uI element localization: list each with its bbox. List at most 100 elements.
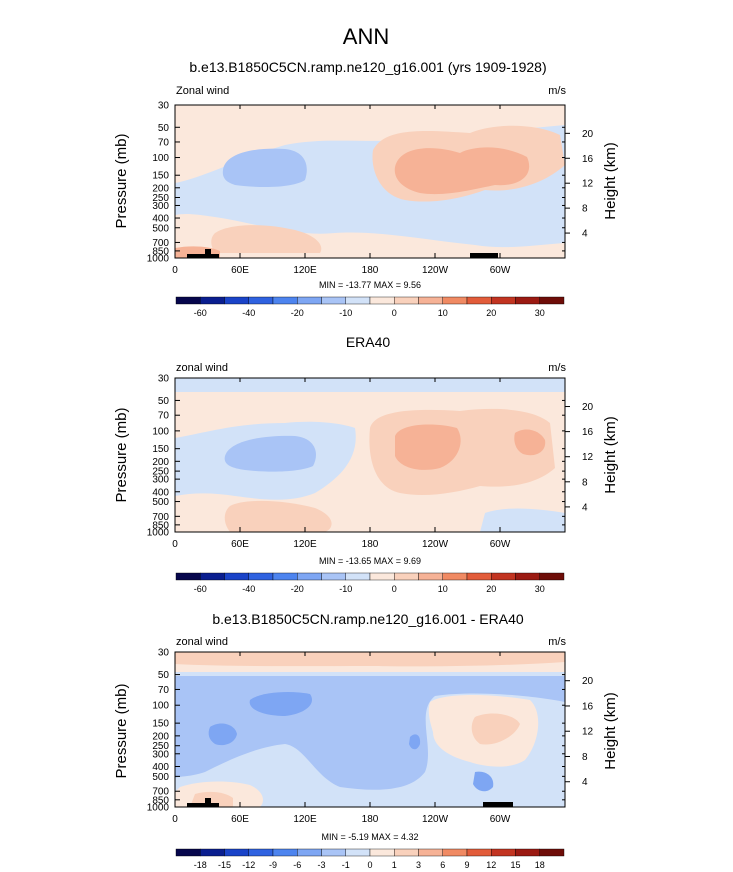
colorbar-swatch — [369, 572, 395, 581]
colorbar-label: -20 — [291, 308, 304, 318]
y-tick-label: 400 — [152, 214, 169, 225]
y-tick-label: 400 — [152, 487, 169, 498]
panel-1-title: b.e13.B1850C5CN.ramp.ne120_g16.001 (yrs … — [189, 59, 546, 75]
colorbar-swatch — [466, 848, 492, 857]
panel-2-colorbar: -60 -40 -20 -10 0 10 20 30 — [175, 572, 565, 594]
panel-2-contour-low-lightblue — [480, 508, 565, 532]
x-tick-label: 120W — [422, 265, 449, 276]
colorbar-swatch — [297, 296, 322, 305]
x-tick-label: 180 — [362, 265, 379, 276]
colorbar-swatch — [345, 572, 371, 581]
y-tick-label: 700 — [152, 787, 169, 798]
y-tick-label: 250 — [152, 467, 169, 478]
x-tick-label: 120E — [293, 814, 317, 825]
x-tick-label: 60W — [490, 265, 511, 276]
colorbar-swatch — [394, 296, 419, 305]
y-tick-label: 1000 — [147, 528, 170, 539]
colorbar-label: -12 — [242, 860, 255, 870]
colorbar-label: 1 — [392, 860, 397, 870]
colorbar-label: 30 — [535, 584, 545, 594]
colorbar-swatch — [539, 296, 565, 305]
panel-1-topography-peak — [205, 249, 211, 255]
x-tick-label: 60E — [231, 265, 249, 276]
panel-2-ylabel-right: Height (km) — [602, 416, 619, 494]
y-tick-label: 850 — [152, 246, 169, 257]
y-tick-label: 500 — [152, 497, 169, 508]
colorbar-label: 10 — [438, 308, 448, 318]
colorbar-label: 18 — [535, 860, 545, 870]
height-tick-label: 8 — [582, 752, 588, 763]
panel-2-contour-blue — [224, 435, 316, 472]
y-tick-label: 70 — [158, 685, 170, 696]
panel-2-plot — [174, 377, 566, 533]
colorbar-swatch — [248, 848, 274, 857]
panel-2-units: m/s — [548, 362, 566, 374]
panel-3-axes: 3050701001502002503004005007008501000481… — [147, 648, 594, 826]
height-tick-label: 16 — [582, 427, 594, 438]
colorbar-swatch — [394, 848, 419, 857]
colorbar-swatch — [224, 848, 249, 857]
y-tick-label: 250 — [152, 193, 169, 204]
panel-1-minmax: MIN = -13.77 MAX = 9.56 — [319, 280, 421, 290]
colorbar-swatch — [224, 572, 249, 581]
panel-2-contour-salmon-east — [514, 429, 546, 456]
x-tick-label: 120E — [293, 265, 317, 276]
panel-3-ylabel: Pressure (mb) — [113, 683, 130, 778]
height-tick-label: 4 — [582, 502, 588, 513]
y-tick-label: 300 — [152, 749, 169, 760]
colorbar-label: -18 — [194, 860, 207, 870]
colorbar-label: -10 — [339, 308, 352, 318]
panel-2-title: ERA40 — [346, 334, 391, 350]
colorbar-swatch — [491, 296, 516, 305]
colorbar-swatch — [345, 296, 371, 305]
panel-1-colorbar: -60 -40 -20 -10 0 10 20 30 — [175, 296, 565, 318]
colorbar-swatch — [515, 296, 540, 305]
colorbar-swatch — [442, 296, 468, 305]
panel-3-contour-top-salmon — [175, 652, 565, 667]
x-tick-label: 60W — [490, 539, 511, 550]
colorbar-swatch — [466, 572, 492, 581]
panel-1-axes: 3050701001502002503004005007008501000481… — [147, 101, 594, 277]
colorbar-swatch — [345, 848, 371, 857]
colorbar-label: 20 — [486, 584, 496, 594]
colorbar-swatch — [224, 296, 249, 305]
colorbar-label: 0 — [392, 308, 397, 318]
colorbar-label: -40 — [242, 584, 255, 594]
colorbar-label: -9 — [269, 860, 277, 870]
colorbar-swatch — [539, 572, 565, 581]
x-tick-label: 120W — [422, 814, 449, 825]
colorbar-label: 15 — [510, 860, 520, 870]
y-tick-label: 50 — [158, 123, 170, 134]
panel-1-left-label: Zonal wind — [176, 85, 229, 97]
panel-3-units: m/s — [548, 636, 566, 648]
colorbar-label: -1 — [342, 860, 350, 870]
colorbar-swatch — [491, 848, 516, 857]
y-tick-label: 700 — [152, 512, 169, 523]
height-tick-label: 8 — [582, 204, 588, 215]
panel-1-ylabel-right: Height (km) — [602, 142, 619, 220]
colorbar-label: -20 — [291, 584, 304, 594]
colorbar-swatch — [272, 296, 298, 305]
colorbar-swatch — [491, 572, 516, 581]
y-tick-label: 100 — [152, 153, 169, 164]
panel-2-axes: 3050701001502002503004005007008501000481… — [147, 374, 594, 551]
x-tick-label: 180 — [362, 539, 379, 550]
colorbar-swatch — [321, 296, 346, 305]
y-tick-label: 400 — [152, 762, 169, 773]
panel-3-contour-blue-2 — [208, 723, 237, 746]
colorbar-swatch — [272, 848, 298, 857]
panel-3: b.e13.B1850C5CN.ramp.ne120_g16.001 - ERA… — [113, 611, 619, 870]
y-tick-label: 50 — [158, 670, 170, 681]
colorbar-label: 3 — [416, 860, 421, 870]
x-tick-label: 120W — [422, 539, 449, 550]
colorbar-label: -3 — [317, 860, 325, 870]
panel-2-ylabel: Pressure (mb) — [113, 407, 130, 502]
y-tick-label: 850 — [152, 520, 169, 531]
y-tick-label: 200 — [152, 731, 169, 742]
x-tick-label: 60E — [231, 539, 249, 550]
panel-1-topography-andes — [470, 253, 498, 258]
panel-3-contour-blue-1 — [249, 692, 313, 716]
colorbar-label: -40 — [242, 308, 255, 318]
colorbar-label: -60 — [194, 308, 207, 318]
